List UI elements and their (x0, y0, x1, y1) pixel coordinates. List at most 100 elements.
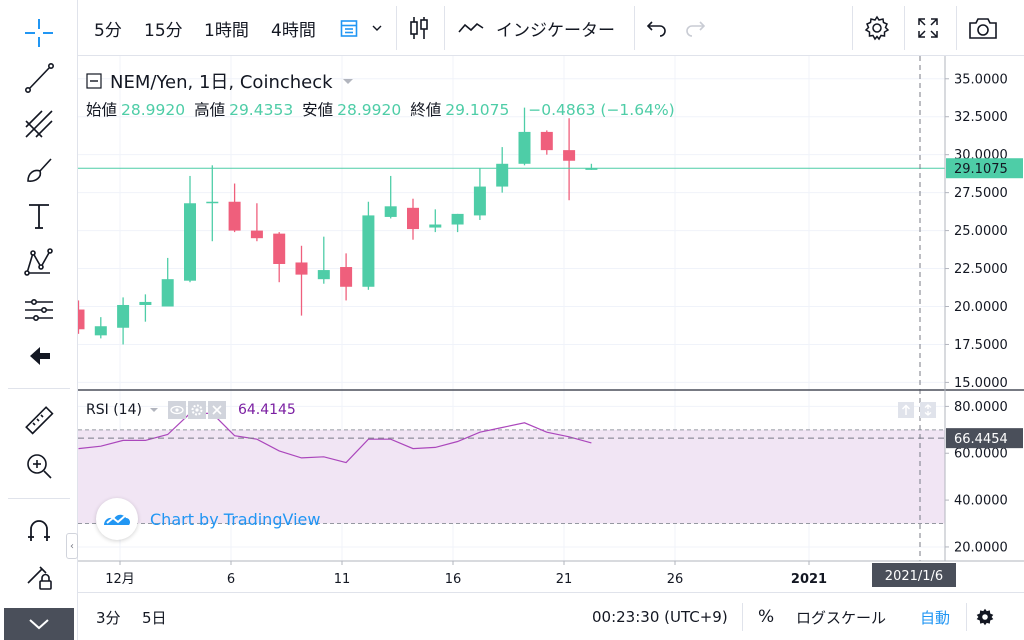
zoom-in-icon[interactable] (12, 446, 66, 486)
undo-icon[interactable] (646, 0, 668, 56)
chevron-down-icon (372, 25, 382, 31)
caret-down-icon[interactable] (148, 405, 160, 415)
rsi-legend: RSI (14) 64.4145 (86, 401, 296, 419)
candle-body (384, 206, 397, 217)
fullscreen-icon[interactable] (916, 0, 940, 56)
rsi-series-line (78, 412, 592, 464)
rsi-tick-label: 80.0000 (954, 400, 1008, 415)
bottom-toolbar: 3分 5日 00:23:30 (UTC+9) % ログスケール 自動 (78, 592, 1024, 640)
close-value: 29.1075 (445, 101, 510, 119)
candle-body (540, 131, 553, 151)
candle-body (206, 201, 219, 204)
candle-body (340, 267, 353, 287)
candle-body (563, 150, 576, 161)
collapse-icon[interactable] (4, 608, 74, 640)
high-value: 29.4353 (229, 101, 294, 119)
time-axis[interactable]: 12月 6 11 16 21 26 2021 (105, 561, 827, 587)
indicators-button[interactable]: インジケーター (458, 0, 615, 56)
open-label: 始値 (86, 101, 118, 119)
candle-body (94, 326, 107, 336)
chart-canvas[interactable]: 35.000032.500030.000027.500025.000022.50… (78, 56, 1024, 592)
rsi-value: 64.4145 (237, 402, 296, 418)
log-scale-toggle[interactable]: ログスケール (796, 608, 887, 627)
forecast-icon[interactable] (12, 290, 66, 330)
pattern-icon[interactable] (12, 242, 66, 282)
time-tick-label: 21 (556, 572, 573, 587)
candle-body (317, 270, 330, 280)
candle-body (161, 279, 174, 307)
pitchfork-icon[interactable] (12, 104, 66, 144)
rsi-current-label-bg (946, 428, 1023, 449)
indicators-icon (458, 22, 484, 33)
candle-body (473, 186, 486, 216)
price-tick-label: 25.0000 (954, 224, 1008, 239)
collapse-legend-icon[interactable] (86, 73, 102, 89)
candles (78, 107, 598, 345)
watermark-text: Chart by TradingView (150, 509, 321, 529)
symbol-title[interactable]: NEM/Yen, 1日, Coincheck (110, 72, 333, 93)
time-tick-label: 2021 (791, 572, 827, 587)
interval-4h[interactable]: 4時間 (271, 20, 316, 41)
interval-dropdown[interactable] (340, 0, 384, 56)
brush-icon[interactable] (12, 150, 66, 190)
redo-icon[interactable] (684, 0, 706, 56)
time-tick-label: 26 (667, 572, 684, 587)
lock-drawing-icon[interactable] (12, 556, 66, 596)
time-tick-label: 6 (227, 572, 235, 587)
candle-body (228, 201, 241, 231)
drawing-toolbar: ‹ (0, 0, 78, 640)
camera-icon[interactable] (968, 0, 998, 56)
interval-5m[interactable]: 5分 (94, 20, 122, 41)
time-tick-label: 11 (334, 572, 351, 587)
bar-chart-icon[interactable] (408, 0, 430, 56)
rsi-tick-label: 60.0000 (954, 447, 1008, 462)
chart-legend: NEM/Yen, 1日, Coincheck 始値 28.9920 高値 29.43… (86, 68, 679, 120)
candle-body (139, 301, 152, 305)
candle-body (496, 163, 509, 187)
rsi-current-label: 66.4454 (954, 432, 1008, 447)
expand-icon (924, 404, 932, 416)
rsi-axis[interactable]: 80.0000 60.0000 40.0000 20.0000 (945, 400, 1008, 556)
range-5d[interactable]: 5日 (142, 608, 167, 627)
low-value: 28.9920 (337, 101, 402, 119)
clock-timezone[interactable]: 00:23:30 (UTC+9) (592, 608, 728, 626)
candle-body (429, 224, 442, 228)
panel-toggle-button[interactable]: ‹ (66, 533, 78, 559)
crosshair-icon[interactable] (12, 13, 66, 53)
gear-icon[interactable] (864, 0, 890, 56)
auto-scale-toggle[interactable]: 自動 (920, 608, 951, 627)
candle-body (362, 215, 375, 287)
back-arrow-icon[interactable] (12, 336, 66, 376)
gear-icon[interactable] (187, 401, 206, 419)
price-tick-label: 32.5000 (954, 110, 1008, 125)
close-icon[interactable] (207, 401, 226, 419)
maximize-pane-button[interactable] (920, 402, 936, 418)
interval-15m[interactable]: 15分 (144, 20, 183, 41)
gear-icon[interactable] (976, 593, 994, 640)
eye-icon[interactable] (167, 401, 186, 419)
text-icon[interactable] (12, 196, 66, 236)
percent-toggle[interactable]: % (758, 607, 775, 627)
open-value: 28.9920 (121, 101, 186, 119)
range-3m[interactable]: 3分 (96, 608, 121, 627)
candle-body (117, 304, 130, 328)
tradingview-watermark[interactable]: Chart by TradingView (96, 498, 320, 540)
caret-down-icon[interactable] (341, 76, 355, 86)
crosshair-date-label: 2021/1/6 (885, 569, 943, 584)
rsi-title[interactable]: RSI (14) (86, 402, 142, 418)
ruler-icon[interactable] (12, 400, 66, 440)
rsi-band-lines (78, 429, 945, 525)
pane-buttons (898, 402, 936, 418)
magnet-icon[interactable] (12, 510, 66, 550)
time-tick-label: 12月 (105, 572, 135, 587)
time-tick-label: 16 (445, 572, 462, 587)
candle-body (451, 213, 464, 225)
rsi-line (78, 412, 592, 464)
high-label: 高値 (194, 101, 226, 119)
price-axis[interactable]: 35.000032.500030.000027.500025.000022.50… (945, 72, 1008, 391)
trend-line-icon[interactable] (12, 58, 66, 98)
indicators-label: インジケーター (496, 20, 615, 41)
rsi-band (78, 429, 945, 524)
candle-body (295, 262, 308, 275)
interval-1h[interactable]: 1時間 (204, 20, 249, 41)
